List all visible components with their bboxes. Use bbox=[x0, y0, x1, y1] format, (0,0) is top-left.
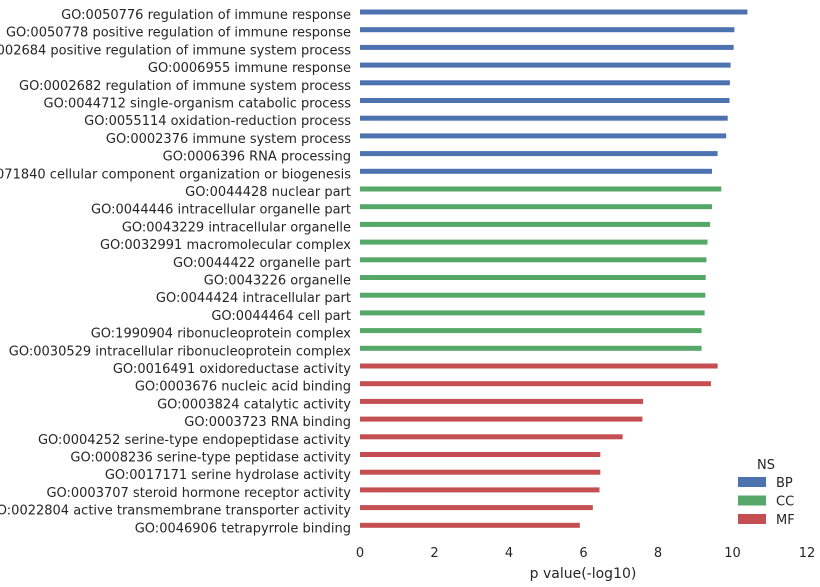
category-label: GO:0003707 steroid hormone receptor acti… bbox=[46, 486, 351, 501]
x-tick-label: 4 bbox=[505, 546, 513, 561]
category-labels: GO:0050776 regulation of immune response… bbox=[0, 8, 351, 536]
bar-bp bbox=[360, 115, 728, 121]
bar-mf bbox=[360, 434, 623, 440]
category-label: GO:0044464 cell part bbox=[211, 309, 351, 324]
bar-cc bbox=[360, 257, 707, 263]
legend-title: NS bbox=[757, 458, 775, 473]
category-label: GO:0003723 RNA binding bbox=[184, 415, 351, 430]
category-label: GO:0044424 intracellular part bbox=[156, 291, 351, 306]
bar-mf bbox=[360, 505, 593, 511]
bar-bp bbox=[360, 9, 748, 15]
legend-label-bp: BP bbox=[776, 476, 793, 491]
bar-mf bbox=[360, 469, 601, 475]
bar-mf bbox=[360, 363, 718, 369]
x-axis-title: p value(-log10) bbox=[530, 566, 637, 582]
bars-layer bbox=[360, 9, 748, 528]
category-label: GO:0046906 tetrapyrrole binding bbox=[135, 521, 351, 536]
bar-bp bbox=[360, 98, 730, 103]
category-label: GO:1990904 ribonucleoprotein complex bbox=[91, 327, 352, 342]
bar-bp bbox=[360, 62, 731, 68]
legend-label-cc: CC bbox=[776, 495, 794, 510]
bar-cc bbox=[360, 292, 706, 298]
legend-entries: BP CC MF bbox=[738, 476, 795, 528]
bar-bp bbox=[360, 44, 734, 50]
x-tick-label: 12 bbox=[799, 546, 816, 561]
bar-bp bbox=[360, 133, 727, 139]
category-label: GO:0006955 immune response bbox=[148, 61, 351, 76]
category-label: GO:0003676 nucleic acid binding bbox=[135, 380, 351, 395]
x-tick-label: 8 bbox=[654, 546, 662, 561]
bar-cc bbox=[360, 310, 705, 316]
x-tick-label: 6 bbox=[579, 546, 587, 561]
legend-label-mf: MF bbox=[776, 513, 795, 528]
category-label: GO:0050778 positive regulation of immune… bbox=[6, 26, 351, 41]
category-label: GO:0044446 intracellular organelle part bbox=[91, 203, 351, 218]
bar-cc bbox=[360, 345, 702, 351]
bar-cc bbox=[360, 186, 722, 192]
bar-cc bbox=[360, 275, 706, 280]
category-label: GO:0016491 oxidoreductase activity bbox=[113, 362, 351, 377]
bar-cc bbox=[360, 221, 711, 227]
category-label: GO:0030529 intracellular ribonucleoprote… bbox=[9, 344, 352, 359]
bar-cc bbox=[360, 328, 702, 334]
bar-mf bbox=[360, 398, 644, 404]
category-label: GO:0071840 cellular component organizati… bbox=[0, 167, 351, 182]
bar-mf bbox=[360, 522, 580, 528]
bar-mf bbox=[360, 381, 711, 387]
category-label: GO:0044428 nuclear part bbox=[185, 185, 351, 200]
category-label: GO:0004252 serine-type endopeptidase act… bbox=[38, 433, 351, 448]
x-axis-ticks: 0 2 4 6 8 10 12 bbox=[356, 546, 815, 561]
legend-swatch-cc bbox=[738, 495, 766, 506]
category-label: GO:0022804 active transmembrane transpor… bbox=[0, 504, 351, 519]
category-label: GO:0003824 catalytic activity bbox=[157, 397, 351, 412]
bar-bp bbox=[360, 151, 718, 157]
category-label: GO:0043229 intracellular organelle bbox=[122, 220, 351, 235]
category-label: GO:0002682 regulation of immune system p… bbox=[19, 79, 351, 94]
x-tick-label: 0 bbox=[356, 546, 364, 561]
bar-cc bbox=[360, 204, 712, 210]
category-label: GO:0055114 oxidation-reduction process bbox=[84, 114, 351, 129]
category-label: GO:0044422 organelle part bbox=[173, 256, 351, 271]
category-label: GO:0002376 immune system process bbox=[106, 132, 351, 147]
bar-mf bbox=[360, 416, 643, 422]
category-label: GO:0050776 regulation of immune response bbox=[61, 8, 351, 23]
legend-swatch-bp bbox=[738, 477, 766, 487]
x-tick-label: 2 bbox=[430, 546, 438, 561]
legend: NS BP CC MF bbox=[738, 458, 795, 528]
category-label: GO:0002684 positive regulation of immune… bbox=[0, 43, 351, 58]
x-tick-label: 10 bbox=[724, 546, 741, 561]
bar-bp bbox=[360, 27, 735, 33]
category-label: GO:0043226 organelle bbox=[204, 274, 351, 289]
bar-bp bbox=[360, 168, 712, 174]
category-label: GO:0032991 macromolecular complex bbox=[100, 238, 351, 253]
category-label: GO:0006396 RNA processing bbox=[163, 150, 351, 165]
bar-mf bbox=[360, 452, 601, 457]
category-label: GO:0044712 single-organism catabolic pro… bbox=[44, 97, 352, 112]
bar-cc bbox=[360, 239, 708, 245]
category-label: GO:0008236 serine-type peptidase activit… bbox=[70, 451, 351, 466]
bar-mf bbox=[360, 487, 600, 493]
bar-bp bbox=[360, 80, 730, 86]
category-label: GO:0017171 serine hydrolase activity bbox=[105, 468, 351, 483]
legend-swatch-mf bbox=[738, 514, 766, 524]
